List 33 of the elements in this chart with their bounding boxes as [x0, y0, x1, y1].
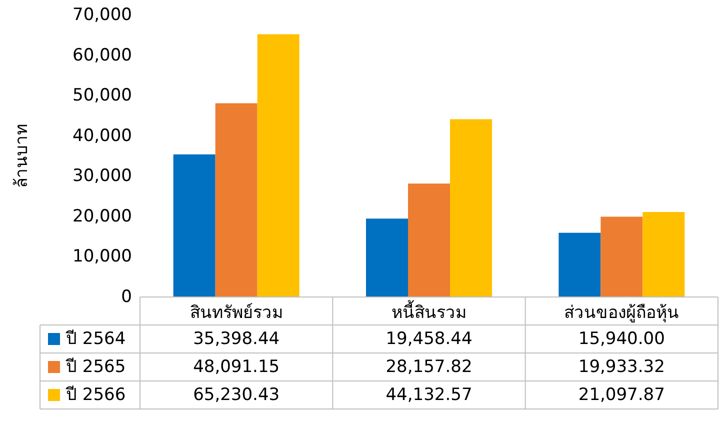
- x-tick-label: ส่วนของผู้ถือหุ้น: [564, 303, 680, 323]
- data-label: 19,458.44: [386, 329, 472, 349]
- data-label: 28,157.82: [386, 357, 472, 377]
- y-tick-label: 30,000: [72, 166, 132, 186]
- data-label: 35,398.44: [193, 329, 280, 349]
- x-tick-label: สินทรัพย์รวม: [190, 303, 283, 323]
- x-tick-label: หนี้สินรวม: [392, 300, 466, 323]
- bar: [450, 119, 492, 297]
- y-tick-label: 50,000: [72, 86, 132, 106]
- data-label: 44,132.57: [386, 385, 472, 405]
- bar: [558, 232, 601, 297]
- data-label: 21,097.87: [578, 385, 665, 405]
- data-label: 48,091.15: [193, 357, 280, 377]
- y-axis-title: ล้านบาท: [12, 124, 32, 188]
- y-tick-label: 10,000: [72, 246, 132, 267]
- bar: [408, 184, 450, 297]
- bar: [257, 34, 300, 297]
- y-tick-label: 70,000: [72, 5, 132, 25]
- bar: [642, 212, 685, 297]
- data-label: 65,230.43: [193, 385, 280, 405]
- data-label: 15,940.00: [578, 329, 665, 349]
- y-tick-label: 60,000: [72, 45, 132, 66]
- data-label: 19,933.32: [578, 357, 665, 377]
- bar: [366, 218, 408, 297]
- y-tick-label: 0: [121, 287, 132, 307]
- legend-label: ปี 2566: [65, 385, 126, 405]
- bar: [600, 216, 643, 297]
- bar: [173, 154, 216, 297]
- bar: [215, 103, 258, 297]
- legend-label: ปี 2564: [65, 329, 126, 349]
- y-tick-label: 40,000: [72, 126, 132, 146]
- legend-label: ปี 2565: [65, 357, 126, 377]
- y-tick-label: 20,000: [72, 206, 132, 226]
